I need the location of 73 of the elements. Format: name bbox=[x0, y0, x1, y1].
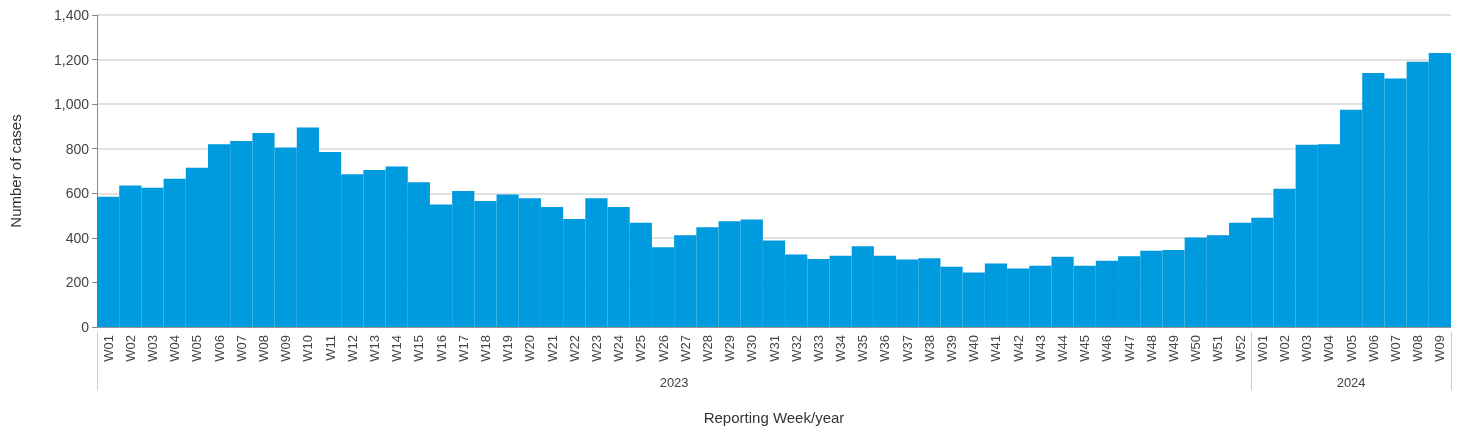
x-tick-label: W29 bbox=[722, 335, 738, 362]
x-tick-label: W24 bbox=[611, 335, 627, 362]
x-tick-label: W06 bbox=[211, 335, 227, 362]
x-tick-label: W13 bbox=[366, 335, 382, 362]
x-tick-label: W23 bbox=[588, 335, 604, 362]
x-tick-label: W17 bbox=[455, 335, 471, 362]
x-tick-label: W04 bbox=[1321, 335, 1337, 362]
x-tick-label: W12 bbox=[344, 335, 360, 362]
x-tick-label: W47 bbox=[1121, 335, 1137, 362]
x-tick-label: W31 bbox=[766, 335, 782, 362]
x-tick-label: W15 bbox=[411, 335, 427, 362]
y-tick-label: 800 bbox=[65, 140, 90, 157]
y-axis-title: Number of cases bbox=[7, 114, 24, 228]
x-tick-label: W01 bbox=[1254, 335, 1270, 362]
x-tick-label: W11 bbox=[322, 335, 338, 361]
x-tick-label: W42 bbox=[1010, 335, 1026, 362]
x-tick-label: W16 bbox=[433, 335, 449, 362]
x-tick-label: W04 bbox=[167, 335, 183, 362]
x-tick-label: W34 bbox=[833, 335, 849, 362]
y-tick-label: 0 bbox=[81, 319, 90, 335]
x-tick-label: W50 bbox=[1188, 335, 1204, 362]
x-tick-label: W01 bbox=[100, 335, 116, 362]
x-tick-label: W48 bbox=[1143, 335, 1159, 362]
x-tick-label: W33 bbox=[810, 335, 826, 362]
x-tick-label: W37 bbox=[899, 335, 915, 362]
x-tick-label: W27 bbox=[677, 335, 693, 362]
x-tick-label: W32 bbox=[788, 335, 804, 362]
y-tick-label: 1,200 bbox=[53, 51, 90, 68]
x-tick-label: W03 bbox=[144, 335, 160, 362]
x-tick-label: W41 bbox=[988, 335, 1004, 362]
x-tick-label: W08 bbox=[255, 335, 271, 362]
x-tick-label: W09 bbox=[1432, 335, 1448, 362]
x-tick-label: W52 bbox=[1232, 335, 1248, 362]
x-tick-label: W51 bbox=[1210, 335, 1226, 362]
x-tick-label: W10 bbox=[300, 335, 316, 362]
x-tick-label: W38 bbox=[921, 335, 937, 362]
x-tick-label: W26 bbox=[655, 335, 671, 362]
x-tick-label: W07 bbox=[233, 335, 249, 362]
x-tick-label: W03 bbox=[1299, 335, 1315, 362]
x-tick-label: W46 bbox=[1099, 335, 1115, 362]
x-tick-label: W22 bbox=[566, 335, 582, 362]
x-tick-label: W21 bbox=[544, 335, 560, 362]
x-tick-label: W40 bbox=[966, 335, 982, 362]
x-tick-label: W25 bbox=[633, 335, 649, 362]
x-axis-title: Reporting Week/year bbox=[703, 409, 845, 426]
x-tick-label: W39 bbox=[944, 335, 960, 362]
x-tick-label: W36 bbox=[877, 335, 893, 362]
x-tick-label: W02 bbox=[122, 335, 138, 362]
x-tick-label: W08 bbox=[1410, 335, 1426, 362]
x-tick-label: W05 bbox=[1343, 335, 1359, 362]
x-tick-label: W28 bbox=[699, 335, 715, 362]
y-tick-label: 1,000 bbox=[53, 96, 90, 113]
y-tick-label: 1,400 bbox=[53, 7, 90, 23]
x-tick-label: W02 bbox=[1277, 335, 1293, 362]
x-tick-label: W05 bbox=[189, 335, 205, 362]
y-tick-label: 200 bbox=[65, 274, 90, 291]
x-tick-label: W43 bbox=[1032, 335, 1048, 362]
x-tick-label: W30 bbox=[744, 335, 760, 362]
x-tick-label: W09 bbox=[278, 335, 294, 362]
x-tick-label: W07 bbox=[1388, 335, 1404, 362]
x-tick-label: W49 bbox=[1166, 335, 1182, 362]
y-tick-label: 600 bbox=[65, 185, 90, 202]
x-tick-label: W19 bbox=[500, 335, 516, 362]
x-tick-label: W06 bbox=[1365, 335, 1381, 362]
x-tick-label: W20 bbox=[522, 335, 538, 362]
x-tick-label: W14 bbox=[389, 335, 405, 362]
text: 2023 bbox=[659, 374, 689, 390]
x-tick-label: W18 bbox=[477, 335, 493, 362]
x-tick-label: W44 bbox=[1055, 335, 1071, 362]
text: 2024 bbox=[1336, 374, 1366, 390]
x-tick-label: W35 bbox=[855, 335, 871, 362]
y-tick-label: 400 bbox=[65, 229, 90, 246]
x-tick-label: W45 bbox=[1077, 335, 1093, 362]
